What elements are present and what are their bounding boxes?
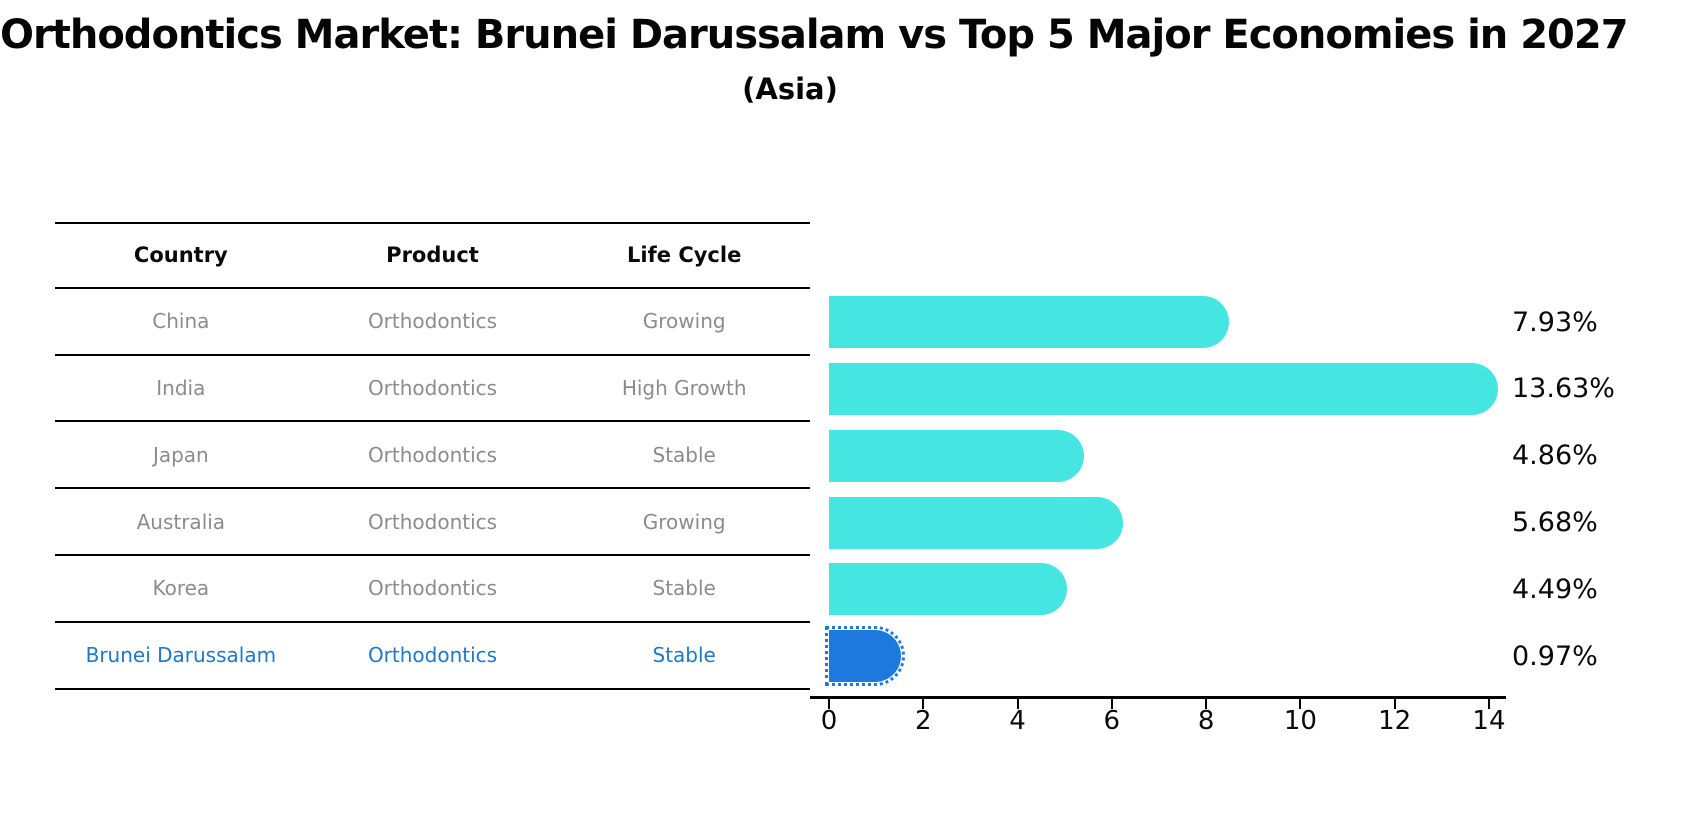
bar-value-label: 7.93% (1512, 306, 1598, 338)
bar-value-label: 4.49% (1512, 573, 1598, 605)
table-header-row: Country Product Life Cycle (55, 222, 810, 289)
table-row-china: China Orthodontics Growing (55, 289, 810, 356)
x-axis-tick (1016, 699, 1019, 709)
chart-subtitle: (Asia) (742, 72, 838, 106)
x-axis-tick (1299, 699, 1302, 709)
table-cell-country: Brunei Darussalam (85, 643, 277, 668)
x-axis-tick (1205, 699, 1208, 709)
table-body: China Orthodontics Growing India Orthodontic… (55, 289, 810, 690)
table-header-country: Country (133, 243, 228, 268)
x-axis-tick-label: 14 (1472, 706, 1506, 736)
x-axis-tick (828, 699, 830, 709)
table-cell-country: India (156, 375, 206, 400)
x-axis-tick-label: 10 (1283, 706, 1317, 736)
table-cell-product: Orthodontics (367, 576, 498, 601)
table-cell-lifecycle: Growing (642, 509, 726, 534)
table-cell-product: Orthodontics (367, 509, 498, 534)
table-row-australia: Australia Orthodontics Growing (55, 489, 810, 556)
table-row-korea: Korea Orthodontics Stable (55, 556, 810, 623)
x-axis-tick-label: 6 (1103, 706, 1121, 736)
table-cell-product: Orthodontics (367, 375, 498, 400)
table-row-japan: Japan Orthodontics Stable (55, 422, 810, 490)
table-cell-lifecycle: Stable (652, 576, 716, 601)
x-axis-tick-label: 12 (1378, 706, 1412, 736)
table-cell-country: Australia (136, 509, 226, 534)
table-cell-country: Korea (152, 576, 210, 601)
bar-korea (829, 563, 1067, 616)
x-axis-tick-label: 0 (820, 706, 838, 736)
bar-australia (829, 496, 1123, 549)
bar-japan (829, 429, 1085, 482)
x-axis-tick (922, 699, 925, 709)
table-header-lifecycle: Life Cycle (627, 243, 742, 268)
x-axis-tick-label: 8 (1197, 706, 1215, 736)
bar-india (829, 363, 1498, 415)
x-axis-tick-label: 2 (914, 706, 932, 736)
bar-value-label: 13.63% (1512, 373, 1615, 405)
x-axis-tick (1487, 699, 1490, 709)
x-axis-line (810, 696, 1506, 699)
table-cell-lifecycle: Growing (642, 309, 726, 334)
x-axis-tick (1393, 699, 1396, 709)
table-header-product: Product (386, 243, 479, 268)
table-row-brunei-darussalam: Brunei Darussalam Orthodontics Stable (55, 623, 810, 690)
table-cell-country: China (152, 309, 210, 334)
bar-value-label: 5.68% (1512, 507, 1598, 539)
table-cell-lifecycle: Stable (652, 442, 716, 467)
bar-china (829, 296, 1229, 349)
bar-value-label: 4.86% (1512, 440, 1598, 472)
table-cell-lifecycle: Stable (652, 643, 716, 668)
country-table: Country Product Life Cycle China Orthodon… (55, 222, 810, 690)
bar-value-label: 0.97% (1512, 640, 1598, 672)
x-axis-tick-label: 4 (1009, 706, 1026, 736)
table-cell-product: Orthodontics (367, 309, 498, 334)
x-axis-tick (1110, 699, 1113, 709)
table-cell-product: Orthodontics (367, 643, 498, 668)
bar-brunei-darussalam (825, 626, 905, 687)
table-row-india: India Orthodontics High Growth (55, 356, 810, 423)
table-cell-country: Japan (152, 442, 209, 467)
chart-title: Orthodontics Market: Brunei Darussalam v… (0, 12, 1629, 58)
table-cell-product: Orthodontics (367, 442, 498, 467)
table-cell-lifecycle: High Growth (621, 375, 747, 400)
